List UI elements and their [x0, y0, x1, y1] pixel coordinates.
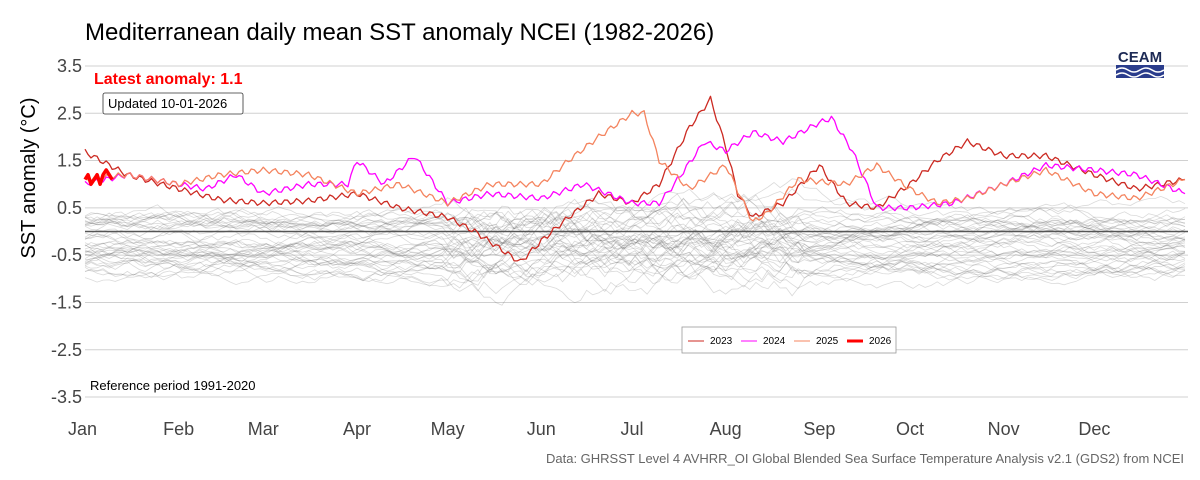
- historical-year-line: [84, 221, 1186, 278]
- updated-label: Updated 10-01-2026: [108, 96, 227, 111]
- logo-text: CEAM: [1118, 49, 1162, 66]
- y-tick-label: 3.5: [57, 56, 82, 76]
- historical-year-line: [84, 207, 1186, 243]
- historical-year-line: [84, 249, 1186, 304]
- logo-waves: [1115, 67, 1165, 78]
- updated-box: [102, 92, 244, 115]
- historical-year-line: [84, 242, 1186, 284]
- historical-year-line: [84, 239, 1186, 282]
- legend: 2023 2024 2025 2026: [681, 326, 897, 354]
- historical-year-line: [84, 231, 1186, 287]
- y-axis-label: SST anomaly (°C): [18, 97, 40, 258]
- historical-year-line: [84, 236, 1186, 284]
- y-tick-label: 0.5: [57, 198, 82, 218]
- x-tick-label: Sep: [803, 419, 835, 439]
- x-tick-label: Apr: [343, 419, 371, 439]
- historical-year-line: [84, 235, 1186, 281]
- x-tick-label: Jun: [527, 419, 556, 439]
- x-tick-label: Dec: [1078, 419, 1110, 439]
- y-tick-label: -2.5: [51, 340, 82, 360]
- historical-year-line: [84, 188, 1186, 235]
- historical-year-line: [84, 222, 1186, 269]
- latest-anomaly-label: Latest anomaly: 1.1: [94, 71, 243, 88]
- y-tick-label: 2.5: [57, 103, 82, 123]
- historical-year-line: [84, 229, 1186, 286]
- historical-year-line: [84, 213, 1186, 263]
- series-line-2025: [84, 109, 1186, 222]
- x-tick-label: May: [431, 419, 465, 439]
- historical-year-line: [84, 215, 1186, 251]
- historical-year-line: [84, 256, 1186, 297]
- historical-year-line: [84, 247, 1186, 286]
- historical-year-line: [84, 231, 1186, 306]
- ceam-logo: CEAM: [1115, 49, 1165, 78]
- historical-year-line: [84, 229, 1186, 279]
- series-line-2026: [83, 168, 114, 186]
- y-tick-label: -3.5: [51, 387, 82, 407]
- y-axis-ticks: 3.5 2.5 1.5 0.5 -0.5 -1.5 -2.5 -3.5: [51, 56, 82, 407]
- reference-period-label: Reference period 1991-2020: [90, 378, 256, 393]
- x-tick-label: Mar: [248, 419, 279, 439]
- historical-year-line: [84, 205, 1186, 237]
- y-tick-label: -0.5: [51, 245, 82, 265]
- x-tick-label: Nov: [988, 419, 1020, 439]
- historical-year-line: [84, 197, 1186, 246]
- historical-year-line: [84, 224, 1186, 267]
- x-tick-label: Feb: [163, 419, 194, 439]
- x-tick-label: Jan: [68, 419, 97, 439]
- series-line-2024: [84, 115, 1186, 212]
- series-line-2023: [84, 95, 1186, 262]
- historical-year-line: [84, 208, 1186, 240]
- historical-year-line: [84, 205, 1186, 240]
- x-tick-label: Jul: [620, 419, 643, 439]
- historical-year-line: [84, 232, 1186, 279]
- x-axis-ticks: Jan Feb Mar Apr May Jun Jul Aug Sep Oct Nov Dec: [68, 419, 1110, 439]
- historical-year-line: [84, 228, 1186, 274]
- historical-year-line: [84, 230, 1186, 290]
- historical-year-line: [85, 215, 1186, 258]
- historical-year-line: [84, 227, 1186, 263]
- historical-year-line: [84, 203, 1186, 264]
- historical-year-line: [84, 227, 1186, 277]
- historical-year-line: [84, 228, 1186, 275]
- historical-year-line: [84, 211, 1186, 272]
- legend-label-2026: 2026: [869, 336, 892, 347]
- historical-year-line: [84, 199, 1186, 239]
- x-tick-label: Oct: [896, 419, 924, 439]
- chart-title: Mediterranean daily mean SST anomaly NCE…: [85, 19, 714, 46]
- series-lines: [83, 95, 1186, 262]
- historical-year-line: [84, 202, 1186, 253]
- data-source-label: Data: GHRSST Level 4 AVHRR_OI Global Ble…: [546, 451, 1184, 466]
- historical-years-lines: [84, 178, 1186, 306]
- historical-year-line: [84, 192, 1186, 233]
- historical-year-line: [84, 178, 1186, 243]
- grid: [85, 65, 1188, 398]
- legend-label-2023: 2023: [710, 336, 733, 347]
- y-tick-label: -1.5: [51, 292, 82, 312]
- historical-year-line: [84, 197, 1186, 232]
- legend-label-2025: 2025: [816, 336, 839, 347]
- legend-label-2024: 2024: [763, 336, 786, 347]
- historical-year-line: [84, 209, 1186, 256]
- historical-year-line: [84, 215, 1186, 259]
- x-tick-label: Aug: [710, 419, 742, 439]
- historical-year-line: [84, 188, 1186, 245]
- historical-year-line: [84, 242, 1186, 285]
- y-tick-label: 1.5: [57, 151, 82, 171]
